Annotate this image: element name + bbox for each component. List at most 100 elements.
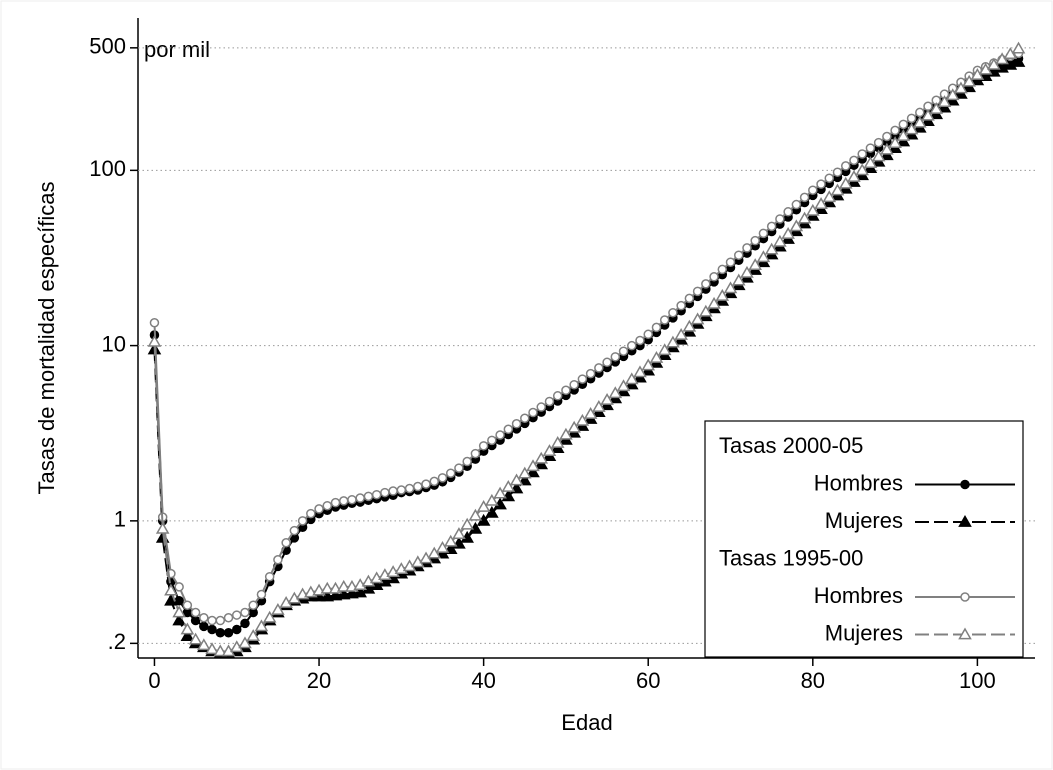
- marker: [814, 197, 828, 209]
- marker: [248, 600, 258, 610]
- marker: [520, 413, 530, 424]
- marker: [273, 554, 283, 565]
- marker: [1011, 55, 1026, 67]
- marker: [717, 264, 728, 275]
- marker: [692, 286, 703, 297]
- legend-box: [704, 420, 1024, 658]
- marker: [641, 358, 656, 371]
- marker: [781, 227, 795, 239]
- marker: [542, 444, 557, 456]
- marker: [188, 632, 203, 645]
- legend-marker: [960, 592, 970, 602]
- marker: [336, 579, 351, 592]
- marker: [536, 402, 546, 412]
- marker: [232, 610, 242, 620]
- legend-group-title: Tasas 2000-05: [719, 433, 863, 458]
- marker: [822, 190, 837, 203]
- marker: [906, 113, 917, 124]
- marker: [733, 250, 744, 260]
- marker: [207, 624, 217, 635]
- x-tick-label: 60: [636, 668, 660, 693]
- marker: [509, 473, 524, 486]
- marker: [561, 385, 571, 396]
- marker: [816, 179, 826, 189]
- marker: [421, 479, 431, 489]
- marker: [567, 420, 581, 433]
- marker: [890, 125, 900, 136]
- marker: [575, 413, 590, 426]
- legend-label: Mujeres: [825, 508, 903, 533]
- marker: [435, 540, 450, 553]
- marker: [873, 137, 884, 148]
- marker: [725, 257, 736, 267]
- legend-label: Hombres: [814, 583, 903, 608]
- marker: [485, 493, 499, 506]
- marker: [602, 357, 612, 368]
- marker: [806, 203, 820, 216]
- marker: [149, 318, 160, 328]
- x-tick-label: 100: [959, 668, 996, 693]
- marker: [347, 494, 357, 505]
- marker: [832, 167, 843, 177]
- marker: [624, 372, 639, 385]
- y-tick-label: 1: [114, 507, 126, 532]
- marker: [690, 312, 705, 325]
- marker: [306, 508, 316, 519]
- marker: [888, 136, 902, 148]
- marker: [849, 155, 859, 166]
- marker: [684, 293, 695, 304]
- marker: [921, 108, 935, 121]
- marker: [534, 457, 549, 470]
- marker: [882, 131, 892, 142]
- marker: [452, 527, 466, 540]
- marker: [659, 315, 670, 325]
- marker: [363, 491, 374, 502]
- marker: [404, 483, 415, 494]
- marker: [657, 343, 672, 356]
- marker: [799, 192, 810, 203]
- marker: [180, 629, 195, 641]
- marker: [297, 516, 308, 526]
- marker: [215, 627, 226, 638]
- marker: [155, 521, 170, 534]
- marker: [552, 391, 563, 401]
- marker: [880, 142, 894, 155]
- marker: [674, 327, 688, 340]
- marker: [454, 463, 464, 473]
- marker: [758, 228, 769, 239]
- marker: [608, 386, 623, 399]
- marker: [797, 211, 812, 224]
- marker: [750, 235, 760, 246]
- marker: [511, 419, 522, 429]
- marker: [246, 629, 261, 641]
- marker: [962, 74, 976, 87]
- marker: [314, 504, 324, 514]
- legend-marker: [958, 627, 972, 640]
- marker: [485, 505, 499, 518]
- y-tick-label: 10: [102, 331, 126, 356]
- marker: [775, 214, 785, 224]
- marker: [569, 379, 579, 390]
- marker: [1011, 41, 1026, 54]
- legend-label: Hombres: [814, 470, 903, 495]
- marker: [791, 199, 802, 210]
- marker: [756, 250, 771, 263]
- marker: [429, 476, 440, 487]
- x-axis-label: Edad: [561, 710, 612, 735]
- marker: [517, 473, 532, 486]
- marker: [271, 602, 285, 615]
- marker: [264, 571, 275, 582]
- marker: [857, 149, 867, 159]
- marker: [863, 156, 878, 168]
- legend-label: Mujeres: [825, 620, 903, 645]
- marker: [643, 329, 653, 340]
- marker: [838, 176, 853, 189]
- marker: [468, 508, 483, 521]
- marker: [618, 346, 629, 356]
- marker: [896, 128, 911, 141]
- marker: [559, 427, 573, 440]
- marker: [369, 571, 384, 584]
- marker: [592, 400, 606, 412]
